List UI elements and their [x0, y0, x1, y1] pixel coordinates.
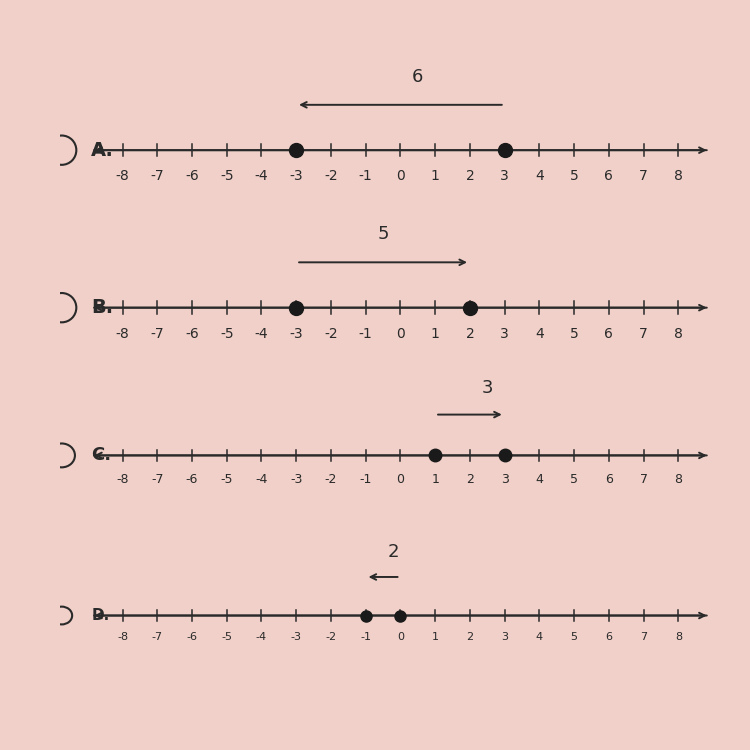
Text: -1: -1	[358, 327, 373, 340]
Text: 4: 4	[535, 170, 544, 183]
Text: -4: -4	[255, 472, 268, 486]
Text: 1: 1	[430, 170, 439, 183]
Text: -8: -8	[116, 472, 129, 486]
Text: 2: 2	[388, 543, 399, 561]
Text: D.: D.	[92, 608, 110, 623]
Text: -1: -1	[359, 472, 372, 486]
Text: 0: 0	[396, 327, 405, 340]
Text: 0: 0	[397, 632, 404, 642]
Text: 6: 6	[605, 632, 612, 642]
Text: -2: -2	[325, 472, 338, 486]
Text: 1: 1	[430, 327, 439, 340]
Text: -2: -2	[324, 327, 338, 340]
Text: 2: 2	[466, 472, 474, 486]
Text: 6: 6	[604, 327, 613, 340]
Text: 1: 1	[432, 632, 439, 642]
Text: 3: 3	[501, 472, 509, 486]
Text: 6: 6	[604, 170, 613, 183]
Text: 8: 8	[675, 632, 682, 642]
Text: 3: 3	[501, 632, 509, 642]
Text: 7: 7	[640, 472, 647, 486]
Text: 4: 4	[536, 472, 543, 486]
Text: 1: 1	[431, 472, 439, 486]
Text: 7: 7	[640, 632, 647, 642]
Text: 3: 3	[482, 380, 493, 398]
Text: -3: -3	[290, 472, 302, 486]
Text: -7: -7	[152, 632, 163, 642]
Text: -5: -5	[220, 170, 233, 183]
Text: 7: 7	[639, 327, 648, 340]
Text: -5: -5	[220, 472, 233, 486]
Text: -6: -6	[185, 170, 199, 183]
Text: -3: -3	[290, 327, 303, 340]
Text: 2: 2	[466, 327, 474, 340]
Text: 3: 3	[500, 327, 509, 340]
Text: 8: 8	[674, 170, 682, 183]
Text: -5: -5	[221, 632, 232, 642]
Text: -7: -7	[151, 170, 164, 183]
Text: 5: 5	[571, 632, 578, 642]
Text: -5: -5	[220, 327, 233, 340]
Text: 5: 5	[570, 472, 578, 486]
Text: 2: 2	[466, 170, 474, 183]
Text: -8: -8	[116, 327, 130, 340]
Text: -8: -8	[116, 170, 130, 183]
Text: 4: 4	[536, 632, 543, 642]
Text: 7: 7	[639, 170, 648, 183]
Text: 5: 5	[377, 225, 388, 243]
Text: 0: 0	[396, 170, 405, 183]
Text: -2: -2	[326, 632, 337, 642]
Text: -1: -1	[360, 632, 371, 642]
Text: -6: -6	[186, 472, 198, 486]
Text: -1: -1	[358, 170, 373, 183]
Text: A.: A.	[92, 141, 114, 160]
Text: 0: 0	[397, 472, 404, 486]
Text: 6: 6	[412, 68, 424, 86]
Text: 8: 8	[674, 327, 682, 340]
Text: -3: -3	[290, 170, 303, 183]
Text: -4: -4	[256, 632, 267, 642]
Text: -4: -4	[255, 170, 268, 183]
Text: -4: -4	[255, 327, 268, 340]
Text: 5: 5	[570, 327, 578, 340]
Text: 4: 4	[535, 327, 544, 340]
Text: -2: -2	[324, 170, 338, 183]
Text: 6: 6	[605, 472, 613, 486]
Text: 2: 2	[466, 632, 473, 642]
Text: -8: -8	[117, 632, 128, 642]
Text: B.: B.	[92, 298, 113, 317]
Text: -7: -7	[151, 327, 164, 340]
Text: -6: -6	[187, 632, 197, 642]
Text: -7: -7	[151, 472, 164, 486]
Text: -6: -6	[185, 327, 199, 340]
Text: 8: 8	[674, 472, 682, 486]
Text: 3: 3	[500, 170, 509, 183]
Text: C.: C.	[92, 446, 112, 464]
Text: 5: 5	[570, 170, 578, 183]
Text: -3: -3	[291, 632, 302, 642]
